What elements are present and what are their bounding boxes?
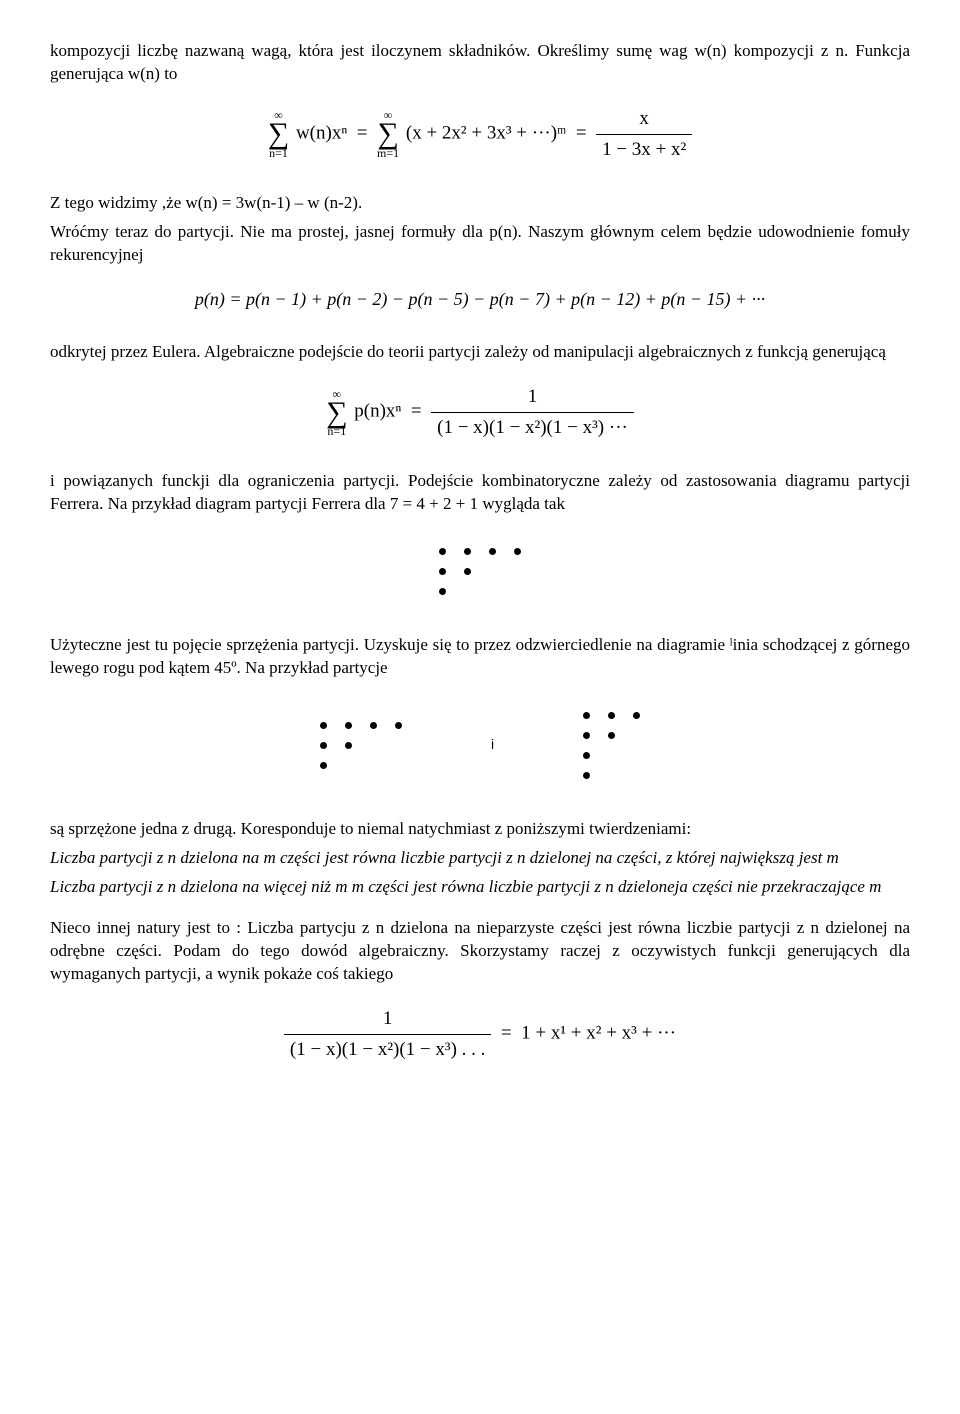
equation-1: ∞ ∑ n=1 w(n)xⁿ = ∞ ∑ m=1 (x + 2x² + 3x³ … (50, 106, 910, 162)
paragraph-4: odkrytej przez Eulera. Algebraiczne pode… (50, 341, 910, 364)
ferrer-row (430, 580, 530, 600)
paragraph-8: Nieco innej natury jest to : Liczba part… (50, 917, 910, 986)
paragraph-3: Wróćmy teraz do partycji. Nie ma prostej… (50, 221, 910, 267)
ferrer-right (574, 704, 649, 784)
ferrer-left (311, 714, 411, 774)
ferrer-diagram-single (50, 540, 910, 600)
ferrer-separator: i (491, 735, 494, 754)
paragraph-6: Użyteczne jest tu pojęcie sprzężenia par… (50, 634, 910, 680)
equation-3: ∞ ∑ n=1 p(n)xⁿ = 1 (1 − x)(1 − x²)(1 − x… (50, 384, 910, 440)
theorem-1: Liczba partycji z n dzielona na m części… (50, 847, 910, 870)
theorem-2: Liczba partycji z n dzielona na więcej n… (50, 876, 910, 899)
equation-2: p(n) = p(n − 1) + p(n − 2) − p(n − 5) − … (50, 287, 910, 311)
ferrer-diagram-pair: i (50, 704, 910, 784)
equation-4: 1 (1 − x)(1 − x²)(1 − x³) . . . = 1 + x¹… (50, 1006, 910, 1062)
paragraph-5: i powiązanych funckji dla ograniczenia p… (50, 470, 910, 516)
paragraph-2: Z tego widzimy ,że w(n) = 3w(n-1) – w (n… (50, 192, 910, 215)
ferrer-row (430, 560, 530, 580)
paragraph-7a: są sprzężone jedna z drugą. Koresponduje… (50, 818, 910, 841)
ferrer-row (430, 540, 530, 560)
paragraph-1: kompozycji liczbę nazwaną wagą, która je… (50, 40, 910, 86)
